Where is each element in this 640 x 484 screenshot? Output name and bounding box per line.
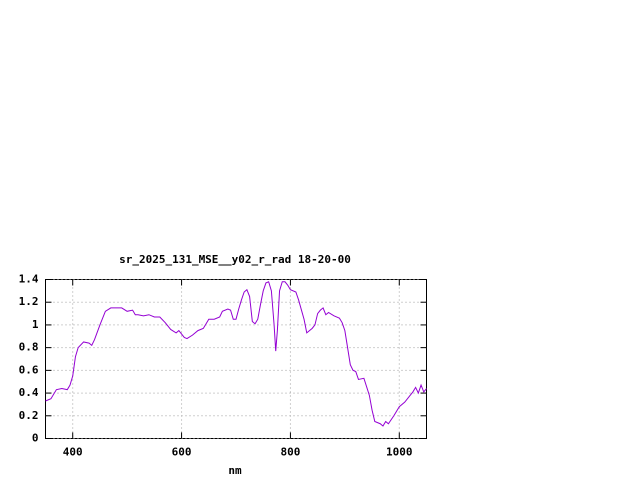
y-tick-label: 0 [32, 432, 39, 445]
chart-title: sr_2025_131_MSE__y02_r_rad 18-20-00 [119, 253, 351, 266]
x-tick-label: 600 [172, 446, 192, 459]
x-tick-label: 400 [63, 446, 83, 459]
y-tick-label: 1.4 [19, 273, 39, 286]
y-tick-label: 1 [32, 318, 39, 331]
y-tick-label: 0.8 [19, 341, 39, 354]
x-axis-label: nm [228, 464, 242, 477]
plot-frame [45, 279, 427, 439]
y-tick-label: 0.4 [19, 386, 39, 399]
y-tick-label: 0.6 [19, 363, 39, 376]
x-tick-label: 1000 [386, 446, 413, 459]
x-tick-label: 800 [280, 446, 300, 459]
data-line [45, 281, 427, 427]
y-tick-label: 1.2 [19, 295, 39, 308]
y-tick-label: 0.2 [19, 409, 39, 422]
